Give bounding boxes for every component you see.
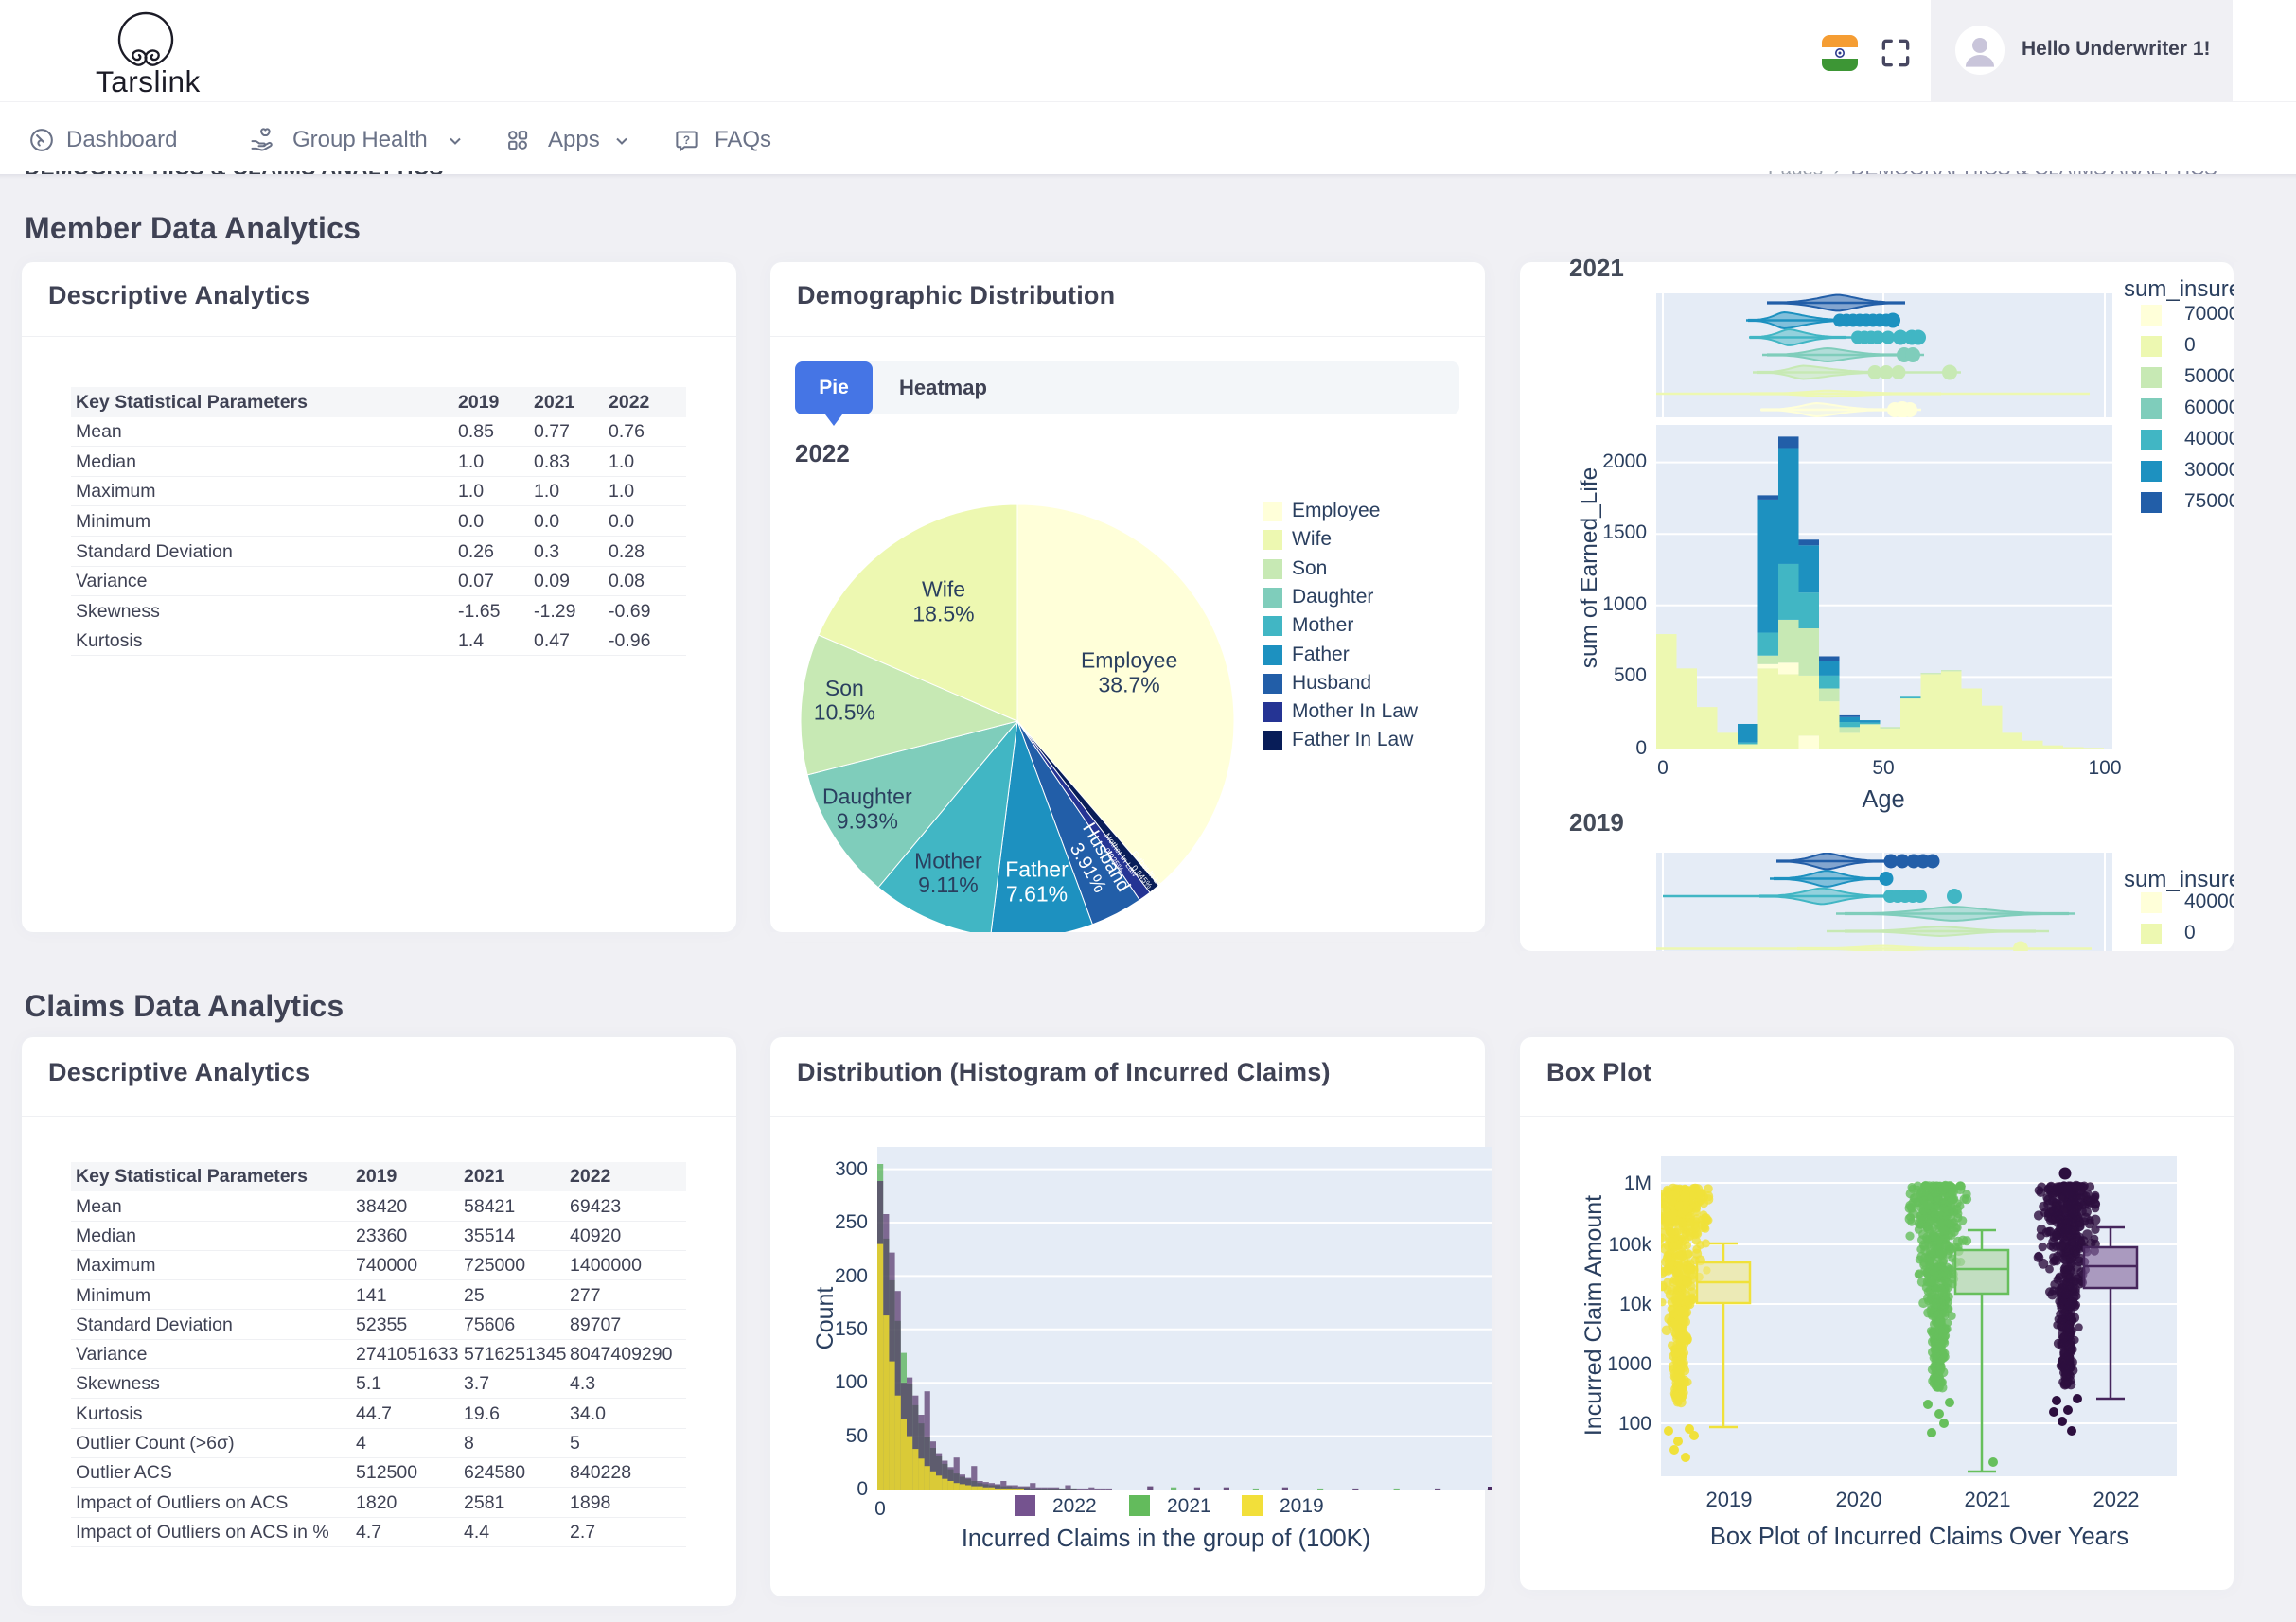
svg-text:?: ? <box>683 133 690 147</box>
svg-text:Tarslink: Tarslink <box>96 64 201 98</box>
